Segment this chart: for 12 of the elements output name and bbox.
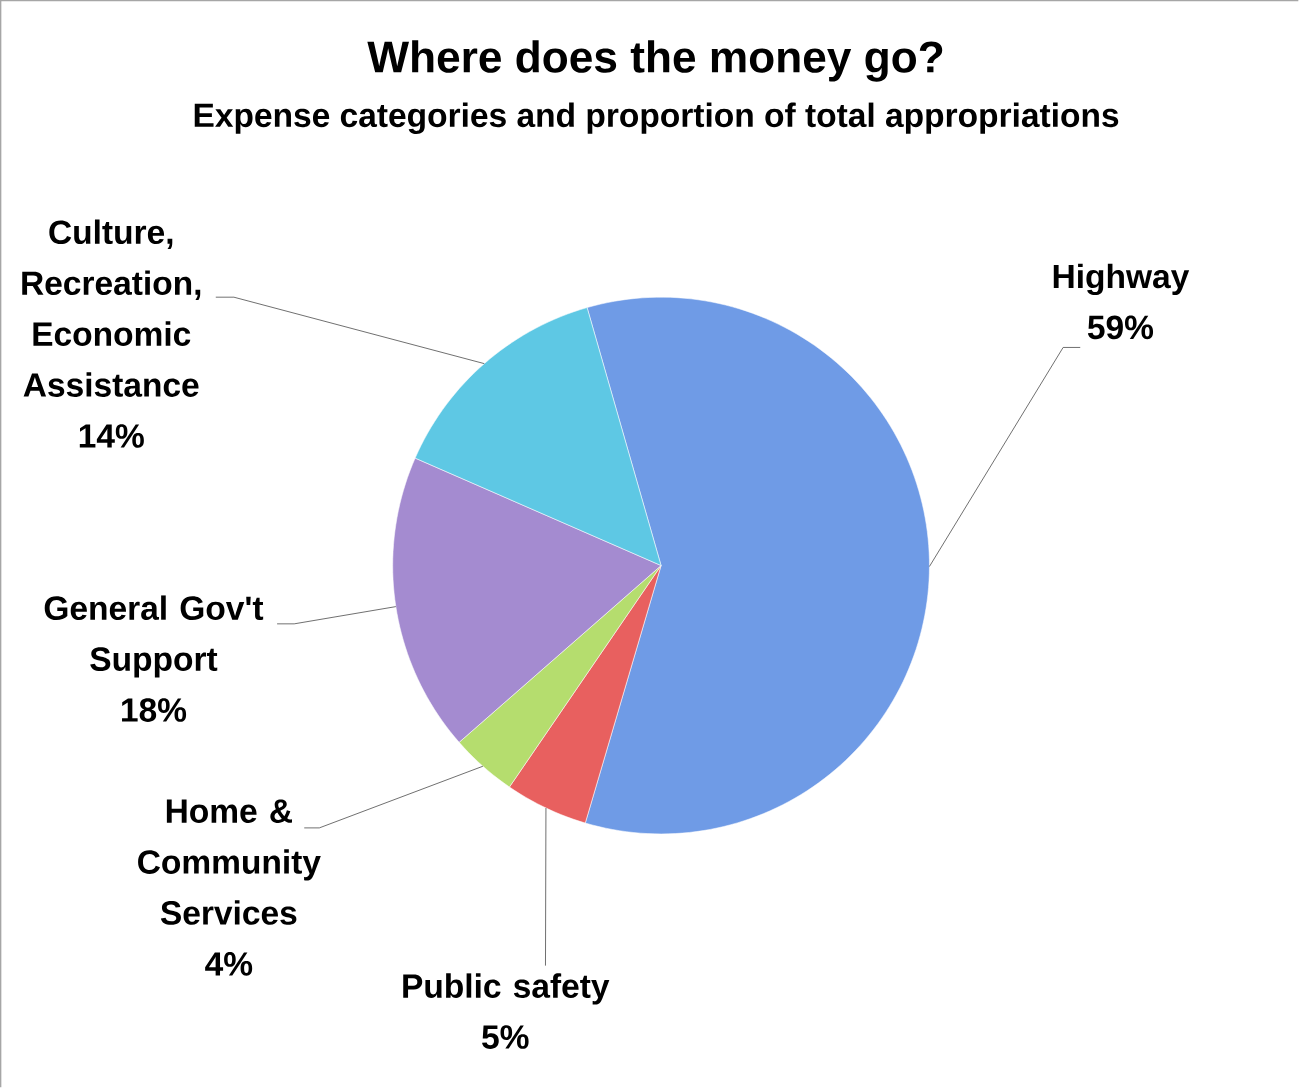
- chart-title: Where does the money go?: [367, 40, 943, 82]
- slice-label: Home & Community Services: [138, 799, 321, 925]
- data-label: 5%: [482, 1025, 529, 1049]
- slice-label: Public safety: [403, 973, 610, 1005]
- data-label: 18%: [122, 698, 187, 722]
- slice-label: General Gov't Support: [44, 595, 264, 678]
- slice-label: Culture, Recreation, Economic Assistance: [22, 219, 201, 397]
- data-label: 4%: [205, 952, 253, 976]
- data-label: 14%: [79, 424, 144, 448]
- chart-subtitle: Expense categories and proportion of total appropriations: [194, 102, 1119, 134]
- slice-label: Highway: [1053, 263, 1190, 296]
- data-label: 59%: [1087, 315, 1154, 340]
